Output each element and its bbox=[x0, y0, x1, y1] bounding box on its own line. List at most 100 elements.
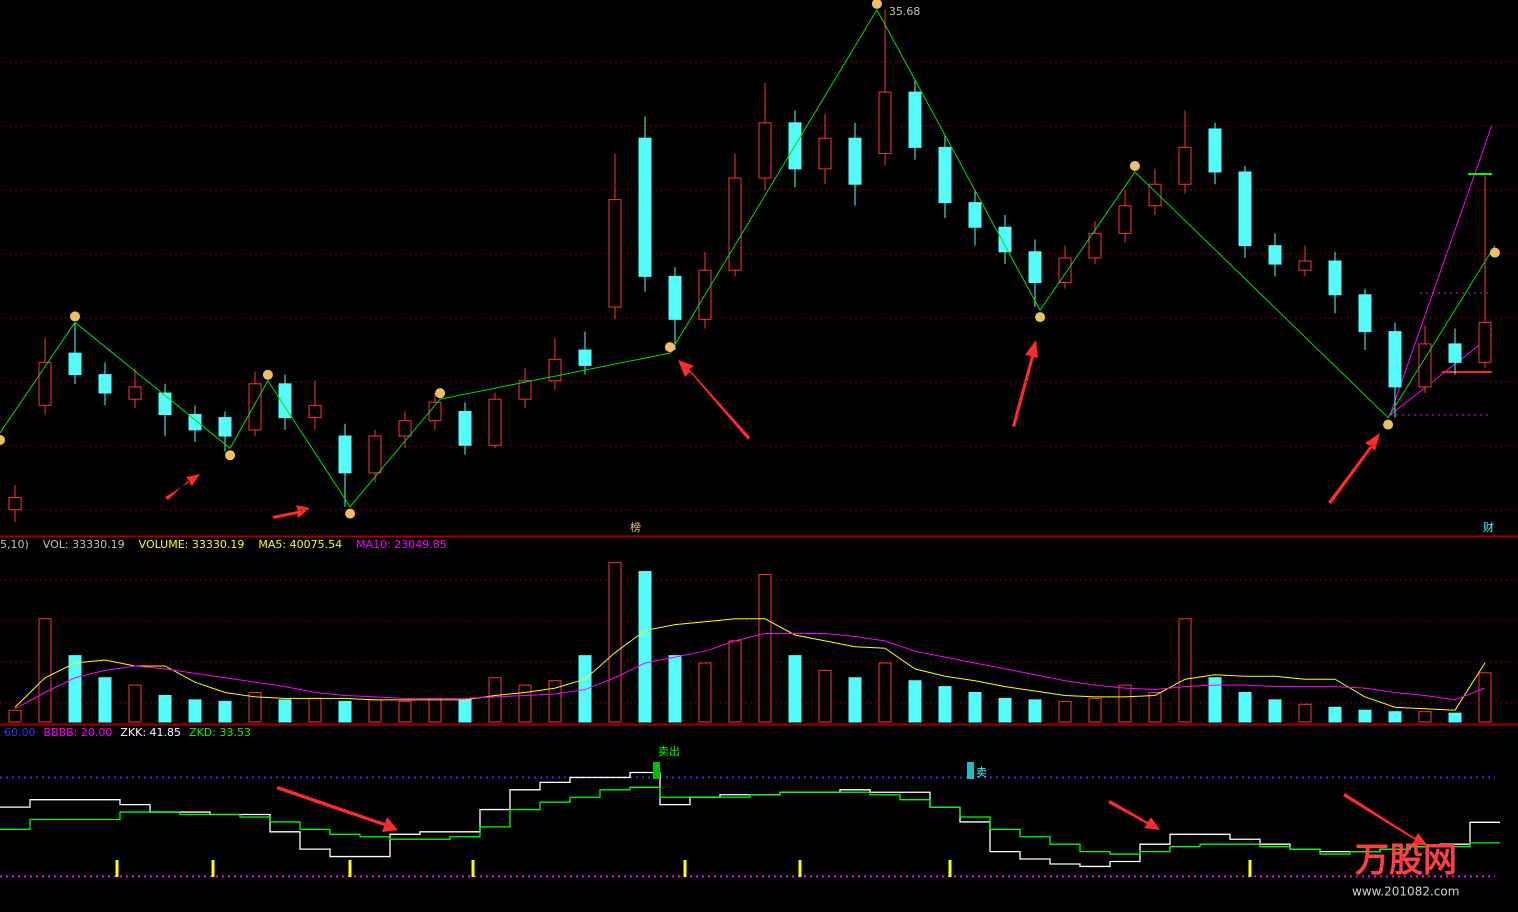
volume-bar bbox=[428, 697, 442, 723]
volume-bar bbox=[128, 684, 142, 723]
signal-label: 卖出 bbox=[658, 744, 680, 758]
watermark: 万股网 bbox=[1355, 841, 1457, 881]
indicator-line bbox=[0, 786, 1500, 855]
volume-bar bbox=[368, 699, 382, 723]
pivot-icon bbox=[0, 434, 5, 445]
candle-body bbox=[338, 435, 352, 474]
ma-line bbox=[14, 633, 1486, 710]
volume-bar bbox=[1238, 692, 1252, 723]
volume-bar bbox=[938, 686, 952, 723]
candle-body bbox=[1238, 171, 1252, 247]
candle-body bbox=[68, 352, 82, 376]
volume-bar bbox=[1088, 697, 1102, 723]
volume-bar bbox=[38, 618, 52, 723]
candle-body bbox=[488, 398, 502, 446]
volume-bar bbox=[848, 677, 862, 723]
volume-bar bbox=[758, 574, 772, 723]
watermark-url: www.201082.com bbox=[1352, 885, 1459, 899]
candle-body bbox=[878, 91, 892, 155]
candle-body bbox=[1028, 251, 1042, 283]
volume-bar bbox=[818, 669, 832, 723]
indicator-label: 5,10) bbox=[0, 538, 29, 551]
arrow bbox=[165, 474, 200, 500]
pivot-icon bbox=[225, 450, 236, 461]
candle-body bbox=[998, 226, 1012, 253]
candle-body bbox=[638, 137, 652, 277]
volume-bar bbox=[488, 677, 502, 723]
candle-body bbox=[1208, 128, 1222, 173]
volume-bar bbox=[1478, 672, 1492, 723]
volume-bar bbox=[338, 700, 352, 723]
volume-bar bbox=[188, 699, 202, 723]
candle-body bbox=[278, 383, 292, 419]
marker: 财 bbox=[1483, 520, 1494, 534]
ma-line bbox=[14, 618, 1486, 711]
volume-bar bbox=[1178, 618, 1192, 723]
candle-body bbox=[1298, 260, 1312, 271]
volume-bar bbox=[878, 662, 892, 723]
candle-body bbox=[908, 91, 922, 148]
volume-bar bbox=[218, 700, 232, 723]
candle-body bbox=[1178, 146, 1192, 185]
candle-body bbox=[1118, 205, 1132, 234]
candle-body bbox=[728, 177, 742, 271]
candle-body bbox=[518, 380, 532, 400]
candle-body bbox=[248, 383, 262, 431]
annotation-arrows bbox=[165, 340, 1428, 846]
candle-body bbox=[1448, 343, 1462, 363]
volume-bar bbox=[578, 655, 592, 723]
volume-bar bbox=[308, 697, 322, 723]
pivot-icon bbox=[435, 388, 446, 399]
volume-bar bbox=[638, 571, 652, 723]
indicator-label: MA10: 23049.85 bbox=[356, 538, 447, 551]
pivot-icon bbox=[1383, 419, 1394, 430]
signal-label: 卖 bbox=[976, 766, 987, 779]
indicator-label: MA5: 40075.54 bbox=[258, 538, 342, 551]
candle-body bbox=[8, 496, 22, 511]
indicator-label: VOLUME: 33330.19 bbox=[139, 538, 245, 551]
signal-bar bbox=[967, 762, 974, 779]
zigzag-line bbox=[0, 8, 1496, 508]
volume-bar bbox=[668, 655, 682, 723]
arrow bbox=[272, 505, 310, 519]
indicator-line bbox=[0, 771, 1500, 868]
volume-bar bbox=[1208, 677, 1222, 723]
volume-bar bbox=[1118, 684, 1132, 723]
volume-bar bbox=[608, 562, 622, 723]
high-label: 35.68 bbox=[889, 5, 921, 18]
volume-bar bbox=[1268, 699, 1282, 723]
candle-body bbox=[1358, 294, 1372, 333]
indicator-label: ZKD: 33.53 bbox=[189, 726, 251, 739]
pivot-icon bbox=[871, 0, 882, 9]
candle-body bbox=[428, 401, 442, 422]
candle-body bbox=[1418, 343, 1432, 388]
candle-body bbox=[1328, 260, 1342, 296]
indicator-label: 60.00 bbox=[4, 726, 36, 739]
volume-bar bbox=[458, 699, 472, 723]
candle-body bbox=[128, 386, 142, 400]
candle-body bbox=[1088, 232, 1102, 259]
volume-bar bbox=[1058, 700, 1072, 723]
volume-bar bbox=[158, 694, 172, 723]
volume-bar bbox=[548, 680, 562, 723]
arrow bbox=[1328, 433, 1380, 504]
volume-bar bbox=[1358, 709, 1372, 723]
pivot-icon bbox=[70, 311, 80, 322]
volume-bar bbox=[1418, 711, 1432, 723]
volume-bar bbox=[98, 677, 112, 723]
volume-bar bbox=[248, 692, 262, 723]
candle-body bbox=[308, 404, 322, 419]
candle-body bbox=[1058, 257, 1072, 283]
volume-bar bbox=[8, 709, 22, 723]
arrow bbox=[1012, 340, 1038, 427]
candle-body bbox=[38, 361, 52, 406]
arrow bbox=[1343, 793, 1428, 846]
volume-bar bbox=[1448, 712, 1462, 723]
volume-bar bbox=[1028, 699, 1042, 723]
indicator-label: VOL: 33330.19 bbox=[43, 538, 125, 551]
candle-body bbox=[218, 417, 232, 437]
candle-body bbox=[368, 435, 382, 474]
volume-bar bbox=[68, 655, 82, 723]
